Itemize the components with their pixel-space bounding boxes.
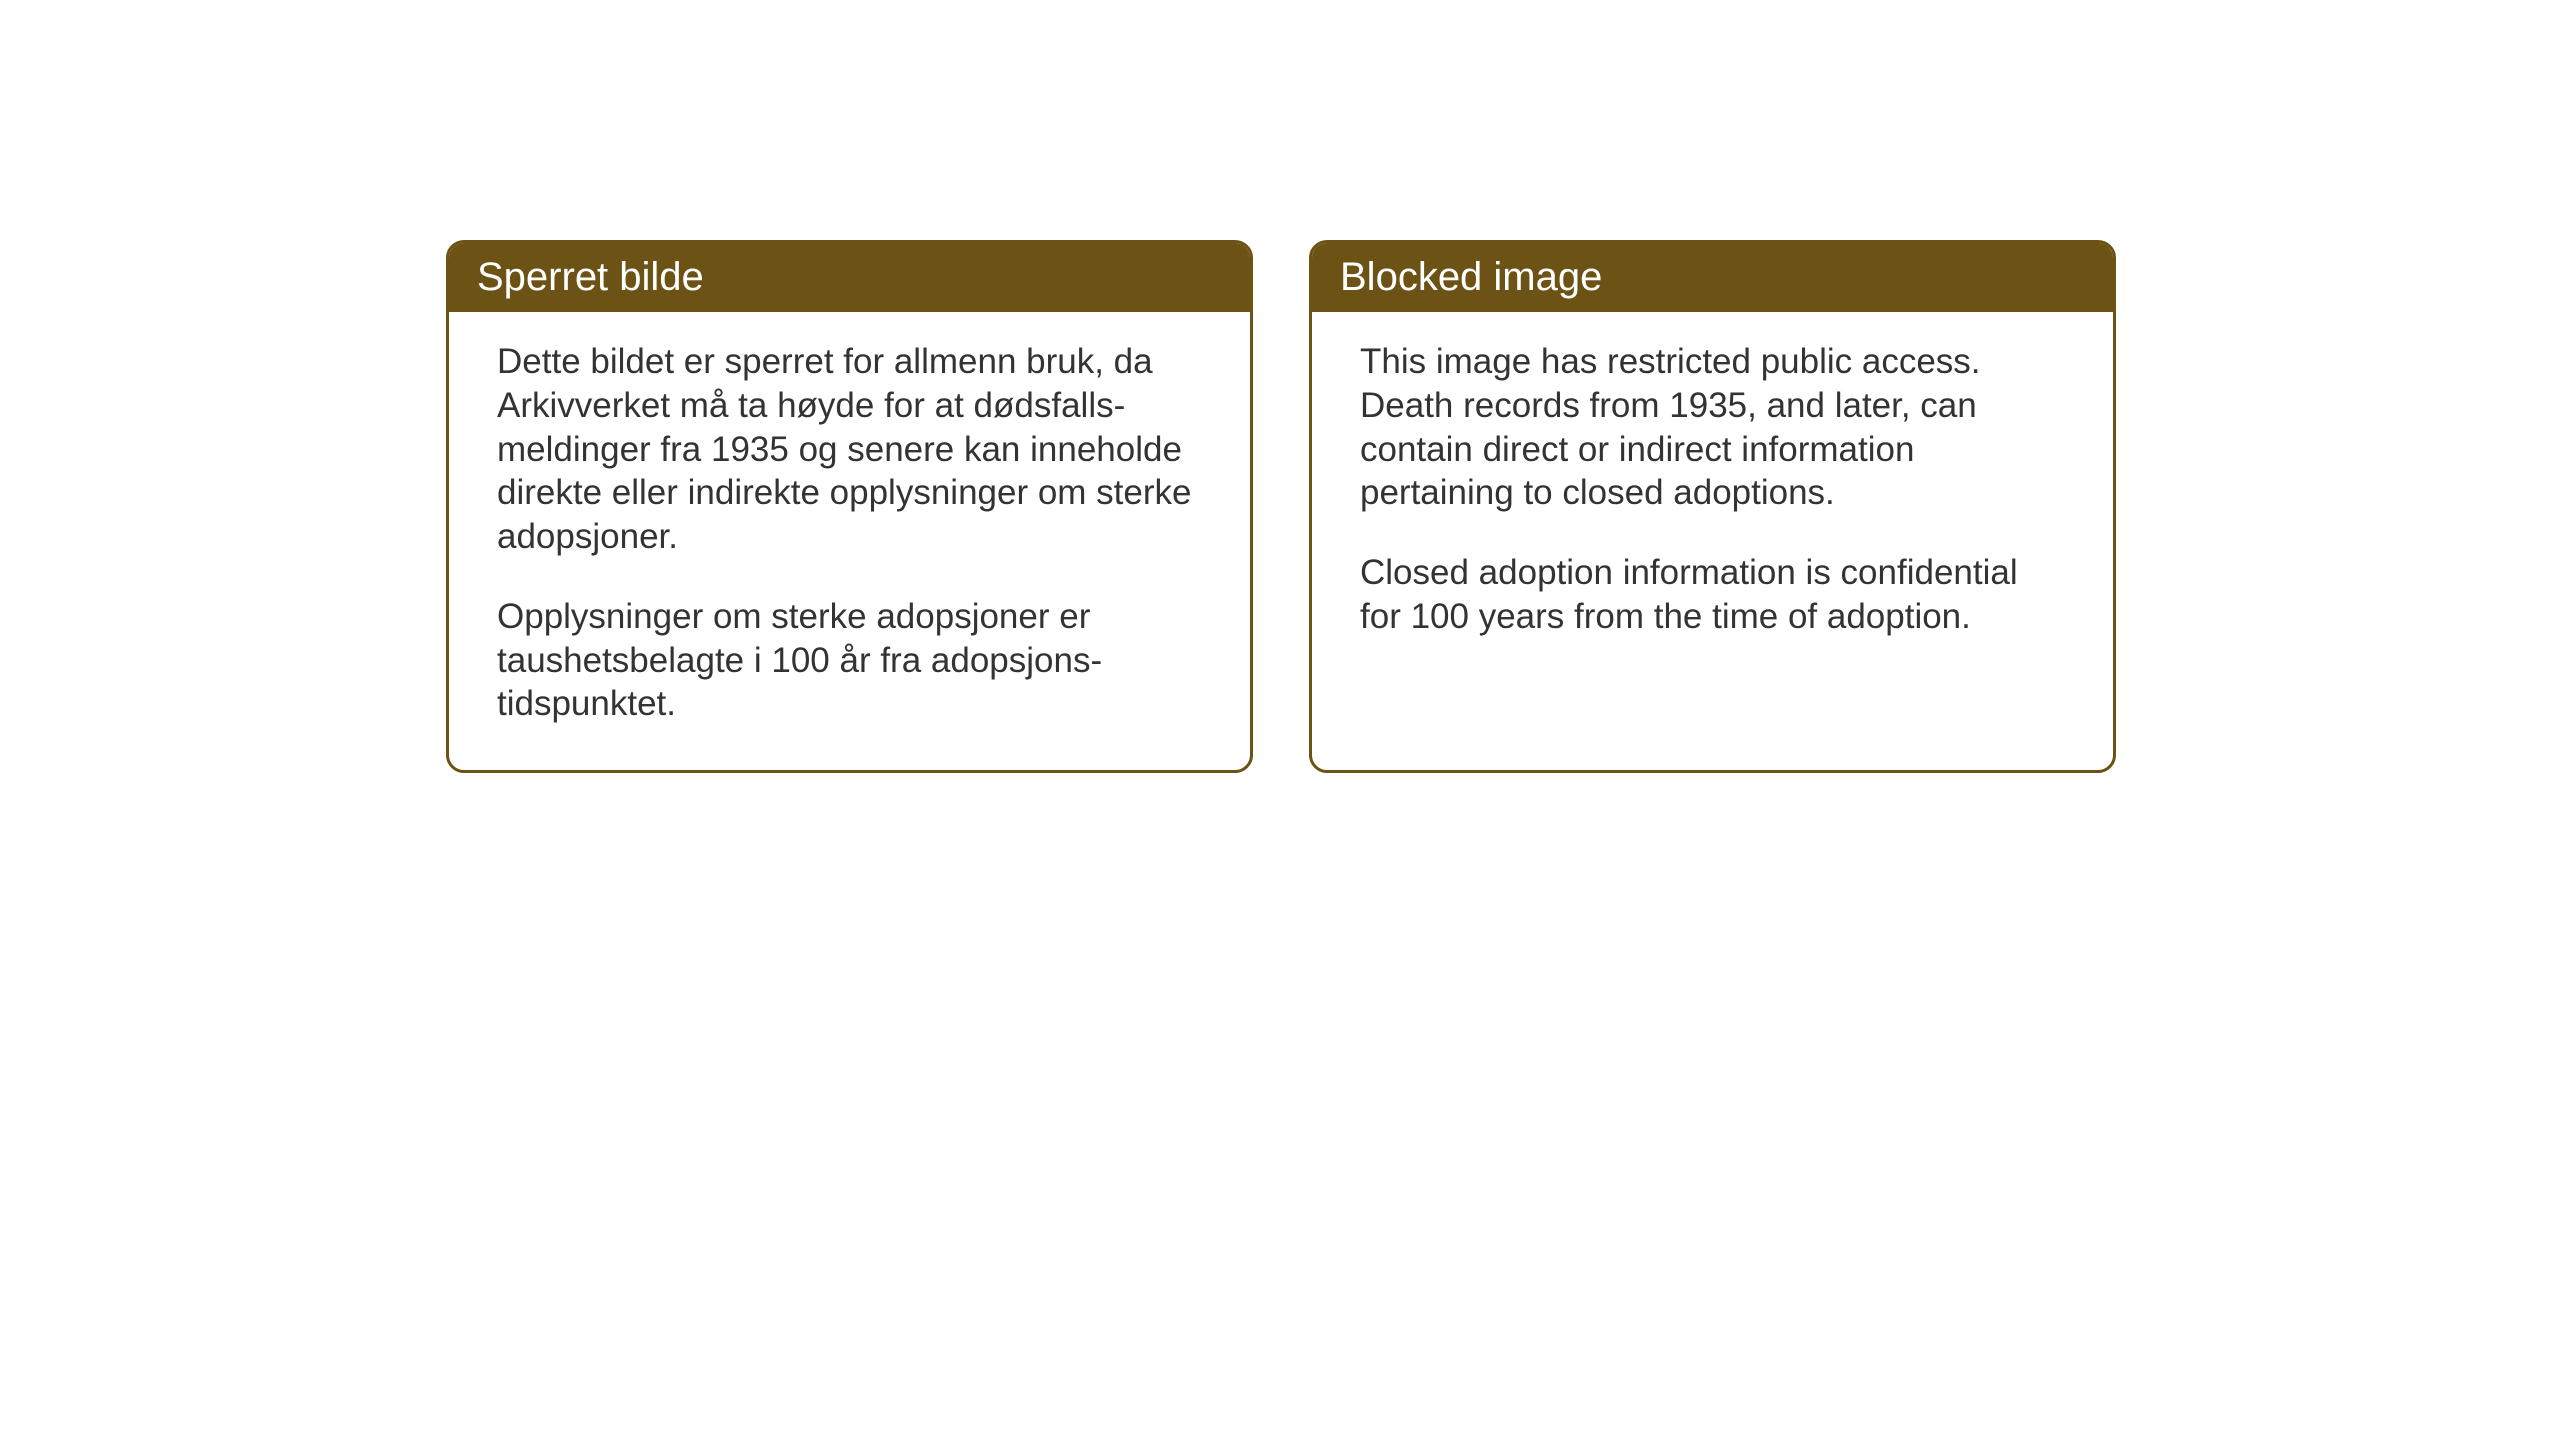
card-paragraph: Closed adoption information is confident…	[1360, 551, 2065, 639]
card-body: Dette bildet er sperret for allmenn bruk…	[449, 312, 1250, 770]
card-paragraph: Opplysninger om sterke adopsjoner er tau…	[497, 595, 1202, 726]
card-body: This image has restricted public access.…	[1312, 312, 2113, 683]
notice-card-norwegian: Sperret bilde Dette bildet er sperret fo…	[446, 240, 1253, 773]
notice-container: Sperret bilde Dette bildet er sperret fo…	[446, 240, 2116, 773]
card-paragraph: This image has restricted public access.…	[1360, 340, 2065, 515]
card-header: Sperret bilde	[449, 243, 1250, 312]
card-title: Blocked image	[1340, 255, 1602, 299]
notice-card-english: Blocked image This image has restricted …	[1309, 240, 2116, 773]
card-paragraph: Dette bildet er sperret for allmenn bruk…	[497, 340, 1202, 559]
card-header: Blocked image	[1312, 243, 2113, 312]
card-title: Sperret bilde	[477, 255, 704, 299]
